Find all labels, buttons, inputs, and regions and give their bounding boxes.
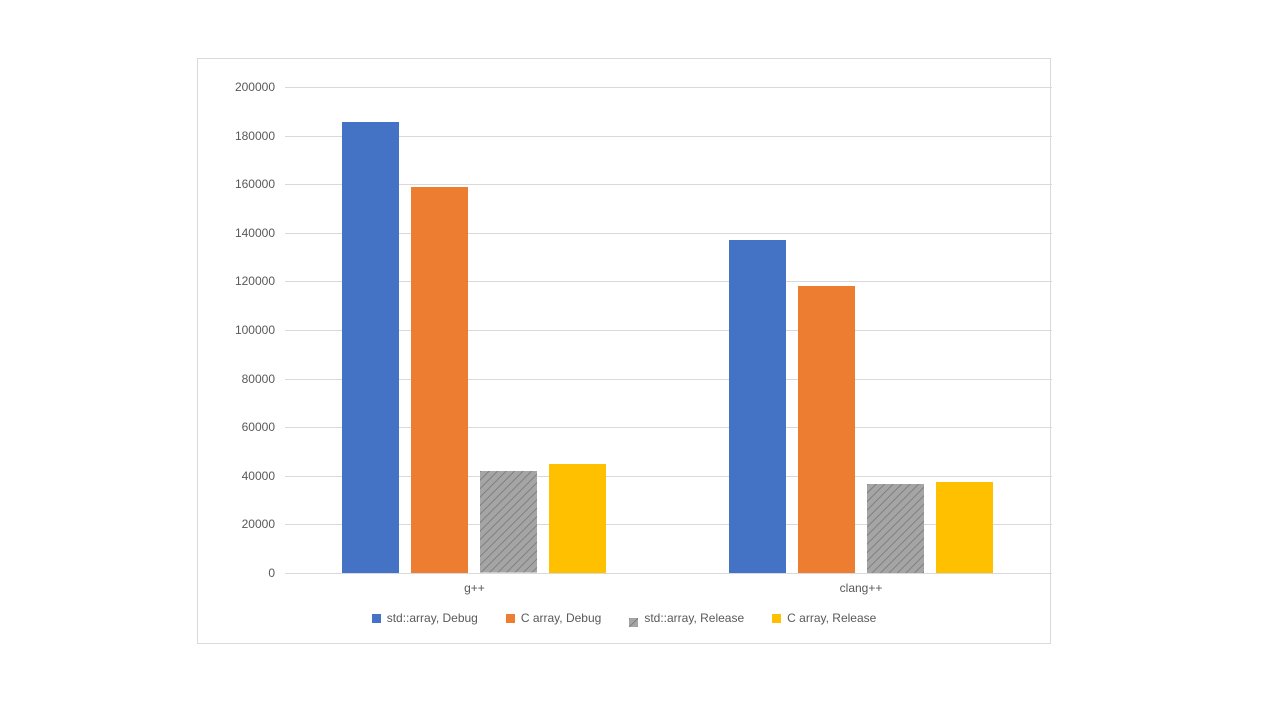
bar: [936, 482, 993, 573]
plot-area: 0200004000060000800001000001200001400001…: [285, 87, 1052, 573]
bar: [867, 484, 924, 573]
gridline: [285, 136, 1052, 137]
legend-item: std::array, Release: [629, 611, 744, 625]
chart-container: 0 20000 40000 60000 80000 100000 120000 140000 1…: [197, 58, 1051, 644]
gridline: [285, 476, 1052, 477]
legend-label: std::array, Release: [644, 611, 744, 625]
gridline: [285, 379, 1052, 380]
y-tick-label: 40000: [242, 469, 285, 483]
legend-label: C array, Debug: [521, 611, 601, 625]
legend-item: C array, Debug: [506, 611, 601, 625]
y-tick-label: 80000: [242, 372, 285, 386]
x-axis-baseline: [285, 573, 1052, 574]
y-tick-label: 120000: [235, 274, 285, 288]
gridline: [285, 233, 1052, 234]
bar: [411, 187, 468, 573]
legend-swatch: [772, 614, 781, 623]
y-tick-label: 180000: [235, 129, 285, 143]
bar: [342, 122, 399, 573]
legend-swatch: [629, 614, 638, 623]
y-tick-label: 160000: [235, 177, 285, 191]
legend-item: std::array, Debug: [372, 611, 478, 625]
legend-label: std::array, Debug: [387, 611, 478, 625]
legend-swatch: [372, 614, 381, 623]
bar: [798, 286, 855, 573]
y-tick-label: 100000: [235, 323, 285, 337]
gridline: [285, 330, 1052, 331]
legend: std::array, Debug C array, Debug std::arra…: [198, 611, 1050, 625]
x-category-label: clang++: [840, 573, 883, 595]
y-tick-label: 140000: [235, 226, 285, 240]
y-tick-label: 0: [268, 566, 285, 580]
gridline: [285, 184, 1052, 185]
y-tick-label: 60000: [242, 420, 285, 434]
bar: [549, 464, 606, 573]
gridline: [285, 87, 1052, 88]
gridline: [285, 427, 1052, 428]
legend-label: C array, Release: [787, 611, 876, 625]
gridline: [285, 281, 1052, 282]
x-category-label: g++: [464, 573, 485, 595]
y-tick-label: 20000: [242, 517, 285, 531]
legend-item: C array, Release: [772, 611, 876, 625]
y-tick-label: 200000: [235, 80, 285, 94]
legend-swatch: [506, 614, 515, 623]
bar: [480, 471, 537, 573]
bar: [729, 240, 786, 573]
